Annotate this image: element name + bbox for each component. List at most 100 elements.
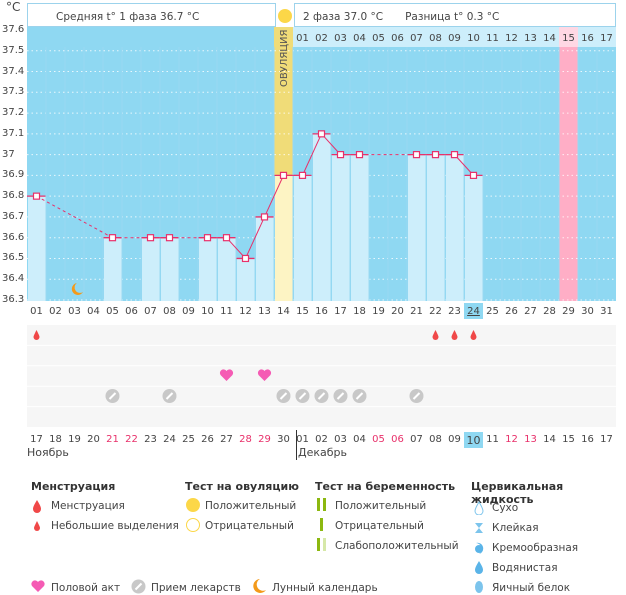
calendar-date[interactable]: 13: [524, 434, 537, 445]
cycle-day-label[interactable]: 30: [581, 306, 594, 317]
calendar-date[interactable]: 05: [372, 434, 385, 445]
temperature-point: [355, 151, 364, 159]
cycle-day-label[interactable]: 06: [125, 306, 138, 317]
cycle-day-label[interactable]: 07: [144, 306, 157, 317]
menstruation-drop-icon: [470, 330, 477, 340]
cycle-day-label[interactable]: 11: [220, 306, 233, 317]
calendar-date[interactable]: 24: [163, 434, 176, 445]
calendar-date[interactable]: 30: [277, 434, 290, 445]
y-tick-label: 36.8: [2, 190, 25, 202]
cycle-day-label[interactable]: 25: [486, 306, 499, 317]
cycle-day-label[interactable]: 02: [49, 306, 62, 317]
calendar-date[interactable]: 25: [182, 434, 195, 445]
calendar-date[interactable]: 12: [505, 434, 518, 445]
medication-pill-icon: [131, 579, 146, 594]
cycle-day-label[interactable]: 23: [448, 306, 461, 317]
cycle-day-label[interactable]: 22: [429, 306, 442, 317]
temperature-bar: [332, 154, 350, 301]
calendar-date[interactable]: 18: [49, 434, 62, 445]
cycle-day-label[interactable]: 18: [353, 306, 366, 317]
calendar-date[interactable]: 02: [315, 434, 328, 445]
y-tick-label: 37.3: [2, 86, 25, 98]
calendar-date[interactable]: 04: [353, 434, 366, 445]
top-date-label: 03: [334, 33, 347, 44]
pregnancy-positive-icon: [317, 498, 326, 511]
pregnancy-negative-icon: [320, 518, 323, 531]
cycle-day-label[interactable]: 14: [277, 306, 290, 317]
calendar-date[interactable]: 11: [486, 434, 499, 445]
legend-ovulation-positive: Положительный: [205, 500, 297, 512]
cycle-day-label[interactable]: 31: [600, 306, 613, 317]
calendar-date[interactable]: 21: [106, 434, 119, 445]
ovulation-positive-icon: [186, 498, 200, 512]
cycle-day-label[interactable]: 24: [464, 303, 483, 319]
calendar-date[interactable]: 17: [600, 434, 613, 445]
month-november: Ноябрь: [27, 446, 69, 459]
legend-menstruation: Менструация: [51, 500, 125, 512]
cycle-day-label[interactable]: 01: [30, 306, 43, 317]
cycle-day-label[interactable]: 13: [258, 306, 271, 317]
cycle-day-label[interactable]: 17: [334, 306, 347, 317]
temperature-point: [317, 130, 326, 138]
top-date-label: 13: [524, 33, 537, 44]
calendar-date[interactable]: 08: [429, 434, 442, 445]
cycle-day-label[interactable]: 19: [372, 306, 385, 317]
calendar-date[interactable]: 15: [562, 434, 575, 445]
cycle-day-label[interactable]: 12: [239, 306, 252, 317]
cycle-day-label[interactable]: 20: [391, 306, 404, 317]
cycle-day-label[interactable]: 05: [106, 306, 119, 317]
top-date-label: 10: [467, 33, 480, 44]
calendar-date[interactable]: 17: [30, 434, 43, 445]
cycle-day-label[interactable]: 03: [68, 306, 81, 317]
menstruation-drop-icon: [33, 500, 41, 513]
cycle-day-label[interactable]: 28: [543, 306, 556, 317]
temperature-point: [32, 192, 41, 200]
calendar-date[interactable]: 20: [87, 434, 100, 445]
calendar-date[interactable]: 26: [201, 434, 214, 445]
ovulation-column: [274, 27, 293, 176]
moon-icon: [253, 579, 266, 593]
top-date-label: 08: [429, 33, 442, 44]
cycle-day-label[interactable]: 16: [315, 306, 328, 317]
moon-icon: [71, 283, 83, 295]
calendar-date[interactable]: 09: [448, 434, 461, 445]
cycle-day-label[interactable]: 21: [410, 306, 423, 317]
calendar-date[interactable]: 27: [220, 434, 233, 445]
cycle-day-label[interactable]: 04: [87, 306, 100, 317]
calendar-date[interactable]: 03: [334, 434, 347, 445]
top-date-label: 09: [448, 33, 461, 44]
top-date-label: 17: [600, 33, 613, 44]
calendar-date[interactable]: 23: [144, 434, 157, 445]
cycle-day-label[interactable]: 08: [163, 306, 176, 317]
temperature-bar: [237, 258, 255, 301]
calendar-date[interactable]: 10: [464, 432, 483, 448]
temperature-bar: [161, 237, 179, 301]
calendar-date[interactable]: 28: [239, 434, 252, 445]
calendar-date[interactable]: 19: [68, 434, 81, 445]
cycle-day-label[interactable]: 27: [524, 306, 537, 317]
cycle-day-label[interactable]: 15: [296, 306, 309, 317]
calendar-date[interactable]: 01: [296, 434, 309, 445]
calendar-date[interactable]: 16: [581, 434, 594, 445]
calendar-date[interactable]: 07: [410, 434, 423, 445]
calendar-date[interactable]: 22: [125, 434, 138, 445]
menstruation-drop-icon: [451, 330, 458, 340]
calendar-date[interactable]: 29: [258, 434, 271, 445]
cycle-day-label[interactable]: 26: [505, 306, 518, 317]
cycle-day-label[interactable]: 10: [201, 306, 214, 317]
cycle-day-label[interactable]: 29: [562, 306, 575, 317]
temperature-bar: [256, 216, 274, 301]
pill-stripe: [165, 392, 174, 400]
temperature-bar: [218, 237, 236, 301]
temperature-point: [431, 151, 440, 159]
intercourse-heart-icon: [31, 580, 45, 592]
y-tick-label: 36.6: [2, 231, 25, 243]
cycle-day-label[interactable]: 09: [182, 306, 195, 317]
temperature-bar: [199, 237, 217, 301]
calendar-date[interactable]: 14: [543, 434, 556, 445]
temperature-point: [336, 151, 345, 159]
y-tick-label: 37.6: [2, 24, 25, 35]
calendar-date[interactable]: 06: [391, 434, 404, 445]
temperature-bar: [427, 154, 445, 301]
temperature-bar: [104, 237, 122, 301]
